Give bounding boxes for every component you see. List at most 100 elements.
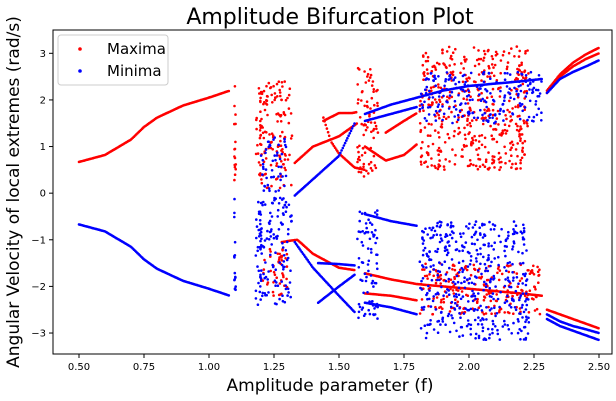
minima-point (482, 119, 485, 122)
minima-point (597, 338, 600, 342)
maxima-point (285, 252, 289, 256)
minima-point (448, 94, 452, 97)
maxima-point (538, 312, 542, 316)
maxima-point (438, 159, 441, 162)
maxima-point (361, 146, 365, 150)
minima-point (529, 70, 533, 74)
maxima-point (447, 136, 451, 140)
minima-point (505, 245, 509, 248)
maxima-point (476, 167, 480, 171)
maxima-point (455, 288, 458, 292)
minima-point (476, 238, 479, 242)
minima-point (453, 308, 457, 311)
minima-point (439, 237, 443, 240)
minima-point (287, 228, 290, 231)
minima-point (466, 319, 470, 322)
maxima-point (369, 107, 372, 110)
minima-point (510, 332, 513, 335)
minima-point (457, 271, 461, 274)
minima-point (528, 82, 532, 86)
minima-point (514, 308, 518, 312)
maxima-point (470, 119, 474, 122)
minima-point (427, 255, 430, 258)
maxima-point (495, 140, 499, 144)
minima-point (284, 174, 288, 178)
maxima-point (446, 95, 449, 99)
minima-point (357, 266, 361, 269)
maxima-point (474, 164, 478, 168)
maxima-point (227, 89, 231, 93)
maxima-point (469, 124, 473, 128)
maxima-point (259, 96, 262, 100)
minima-point (366, 247, 370, 250)
minima-point (450, 236, 454, 240)
minima-point (449, 233, 452, 237)
minima-point (452, 78, 455, 82)
minima-point (458, 109, 462, 112)
minima-point (481, 326, 485, 330)
minima-point (261, 294, 264, 298)
maxima-point (281, 85, 284, 88)
maxima-point (487, 109, 491, 112)
minima-point (283, 300, 287, 304)
minima-point (483, 243, 487, 247)
maxima-point (445, 295, 449, 298)
maxima-point (271, 290, 275, 294)
minima-point (266, 140, 270, 144)
minima-point (506, 324, 510, 327)
minima-point (491, 223, 495, 226)
maxima-point (271, 148, 275, 151)
minima-point (424, 88, 427, 91)
minima-point (524, 74, 528, 77)
minima-point (423, 324, 427, 328)
minima-point (289, 215, 292, 218)
minima-point (480, 272, 483, 276)
maxima-point (519, 139, 522, 143)
minima-point (451, 225, 455, 228)
minima-point (511, 245, 515, 248)
minima-point (444, 273, 448, 276)
minima-point (495, 312, 499, 315)
minima-point (514, 289, 518, 293)
maxima-point (525, 122, 529, 125)
minima-point (266, 183, 270, 187)
minima-point (372, 313, 375, 316)
minima-point (509, 306, 513, 309)
minima-point (425, 331, 429, 335)
maxima-point (498, 95, 502, 98)
minima-point (468, 277, 472, 280)
minima-point (430, 228, 433, 232)
maxima-point (433, 129, 437, 132)
minima-point (474, 337, 477, 340)
maxima-point (442, 165, 446, 168)
maxima-point (540, 294, 543, 298)
minima-point (436, 221, 439, 225)
maxima-point (511, 143, 515, 147)
minima-point (275, 237, 279, 240)
maxima-point (490, 312, 493, 316)
minima-point (273, 136, 277, 139)
minima-point (376, 253, 379, 257)
minima-point (469, 327, 473, 331)
minima-point (522, 223, 525, 227)
maxima-point (523, 70, 526, 74)
maxima-point (266, 113, 269, 117)
maxima-point (419, 160, 423, 164)
minima-point (258, 290, 262, 294)
maxima-point (358, 116, 362, 119)
maxima-point (443, 168, 446, 171)
minima-point (259, 222, 262, 226)
maxima-point (267, 81, 271, 85)
minima-point (424, 227, 427, 230)
maxima-point (431, 101, 434, 104)
maxima-point (503, 128, 507, 132)
minima-point (512, 321, 515, 325)
minima-point (442, 112, 446, 116)
maxima-point (356, 83, 360, 86)
minima-point (487, 242, 491, 245)
minima-point (264, 275, 268, 279)
minima-point (461, 270, 464, 274)
minima-point (444, 279, 448, 283)
minima-point (434, 84, 438, 87)
minima-point (257, 200, 260, 204)
